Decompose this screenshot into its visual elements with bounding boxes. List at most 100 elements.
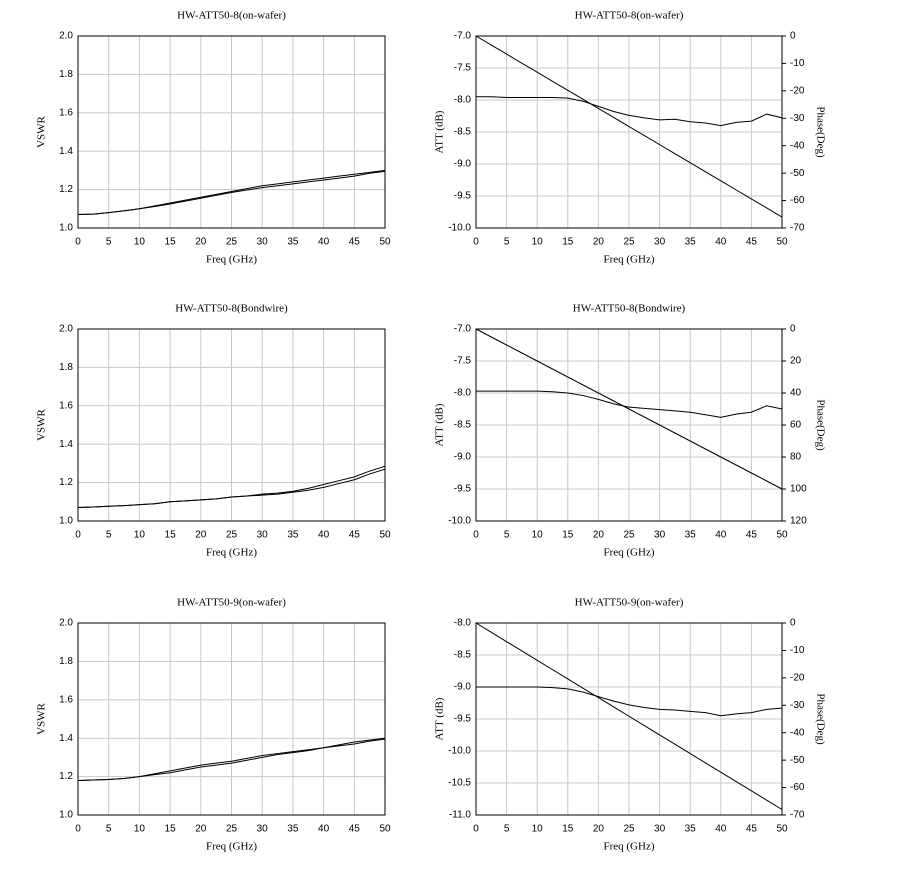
y-tick-label: -8.5	[454, 127, 472, 138]
x-tick-label: 35	[685, 530, 697, 541]
x-tick-label: 50	[776, 530, 788, 541]
y-tick-label: -9.5	[454, 191, 472, 202]
x-tick-label: 5	[106, 530, 112, 541]
y2-tick-label: 40	[790, 388, 802, 399]
chart-panel: HW-ATT50-8(on-wafer) 0 5 10 15 20 25 30 35 40 45 50…	[434, 10, 827, 266]
x-tick-label: 50	[379, 530, 391, 541]
x-tick-label: 50	[379, 824, 391, 835]
x-tick-label: 20	[195, 237, 207, 248]
chart-panel: HW-ATT50-8(Bondwire) 0 5 10 15 20 25 30 35 40 45 50…	[36, 303, 391, 559]
data-line	[475, 35, 783, 218]
y2-tick-label: 60	[790, 420, 802, 431]
x-tick-label: 20	[593, 237, 605, 248]
x-tick-label: 30	[257, 824, 269, 835]
data-line	[476, 686, 783, 717]
x-tick-label: 0	[473, 824, 479, 835]
x-tick-label: 5	[504, 530, 510, 541]
x-tick-label: 45	[746, 237, 758, 248]
y-tick-label: -9.0	[454, 159, 472, 170]
x-tick-label: 35	[287, 824, 299, 835]
y-tick-label: 1.8	[59, 69, 73, 80]
y2-tick-label: 20	[790, 356, 802, 367]
x-tick-label: 40	[318, 824, 330, 835]
y-tick-label: -10.0	[448, 746, 471, 757]
y2-tick-label: -70	[790, 810, 805, 821]
y-axis-label: ATT (dB)	[434, 697, 446, 740]
y2-tick-label: 100	[790, 484, 807, 495]
x-tick-label: 5	[504, 824, 510, 835]
y2-tick-label: 0	[790, 31, 796, 42]
data-line	[77, 738, 386, 781]
x-tick-label: 25	[623, 824, 635, 835]
x-tick-label: 35	[685, 237, 697, 248]
x-tick-label: 10	[134, 530, 146, 541]
x-tick-label: 35	[287, 530, 299, 541]
x-tick-label: 30	[654, 237, 666, 248]
y-tick-label: -7.5	[454, 63, 472, 74]
y2-tick-label: -20	[790, 85, 805, 96]
y2-tick-label: -60	[790, 782, 805, 793]
x-tick-label: 40	[318, 530, 330, 541]
y2-tick-label: -70	[790, 223, 805, 234]
data-line	[77, 468, 386, 509]
x-tick-label: 25	[226, 530, 238, 541]
x-tick-label: 45	[746, 530, 758, 541]
y-axis-label: VSWR	[36, 702, 48, 734]
y-tick-label: -8.0	[454, 95, 472, 106]
y2-tick-label: -10	[790, 58, 805, 69]
x-tick-label: 50	[379, 237, 391, 248]
plot-frame	[77, 622, 386, 816]
plot-frame	[475, 622, 783, 816]
x-tick-label: 40	[715, 237, 727, 248]
chart-title: HW-ATT50-8(Bondwire)	[175, 303, 288, 315]
y-tick-label: 1.4	[59, 439, 73, 450]
y2-tick-label: 120	[790, 516, 807, 527]
y-tick-label: -8.0	[454, 618, 472, 629]
y-tick-label: -10.0	[448, 223, 471, 234]
y2-tick-label: -20	[790, 672, 805, 683]
x-tick-label: 45	[746, 824, 758, 835]
x-tick-label: 5	[106, 824, 112, 835]
y-tick-label: -8.5	[454, 420, 472, 431]
x-tick-label: 10	[532, 530, 544, 541]
x-axis-label: Freq (GHz)	[206, 547, 257, 559]
x-tick-label: 40	[318, 237, 330, 248]
x-axis-label: Freq (GHz)	[603, 547, 654, 559]
y2-tick-label: 0	[790, 618, 796, 629]
y-tick-label: -7.5	[454, 356, 472, 367]
chart-title: HW-ATT50-9(on-wafer)	[177, 597, 286, 609]
y2-tick-label: -30	[790, 700, 805, 711]
y-tick-label: 1.6	[59, 107, 73, 118]
y-tick-label: -10.0	[448, 516, 471, 527]
y-tick-label: -8.0	[454, 388, 472, 399]
x-tick-label: 25	[226, 237, 238, 248]
x-tick-label: 35	[685, 824, 697, 835]
x-tick-label: 40	[715, 824, 727, 835]
x-tick-label: 45	[349, 824, 361, 835]
x-tick-label: 0	[473, 237, 479, 248]
y-tick-label: 1.6	[59, 694, 73, 705]
y2-axis-label: Phase(Deg)	[814, 399, 826, 451]
y-tick-label: 1.6	[59, 400, 73, 411]
y2-tick-label: 0	[790, 324, 796, 335]
x-tick-label: 15	[165, 824, 177, 835]
x-tick-label: 10	[532, 824, 544, 835]
y-tick-label: -10.5	[448, 778, 471, 789]
x-tick-label: 10	[134, 824, 146, 835]
y-tick-label: 1.2	[59, 771, 73, 782]
chart-panel: HW-ATT50-8(Bondwire) 0 5 10 15 20 25 30 35 40 45 50…	[434, 303, 827, 559]
y2-tick-label: 80	[790, 452, 802, 463]
chart-title: HW-ATT50-8(on-wafer)	[177, 10, 286, 22]
y2-tick-label: -30	[790, 113, 805, 124]
x-tick-label: 0	[75, 824, 81, 835]
y2-tick-label: -10	[790, 645, 805, 656]
y-tick-label: -9.0	[454, 682, 472, 693]
x-tick-label: 30	[654, 824, 666, 835]
y-tick-label: -9.5	[454, 714, 472, 725]
x-tick-label: 50	[776, 824, 788, 835]
x-tick-label: 30	[257, 530, 269, 541]
x-tick-label: 40	[715, 530, 727, 541]
x-tick-label: 5	[106, 237, 112, 248]
chart-panel: HW-ATT50-8(on-wafer) 0 5 10 15 20 25 30 35 40 45 50…	[36, 10, 391, 266]
